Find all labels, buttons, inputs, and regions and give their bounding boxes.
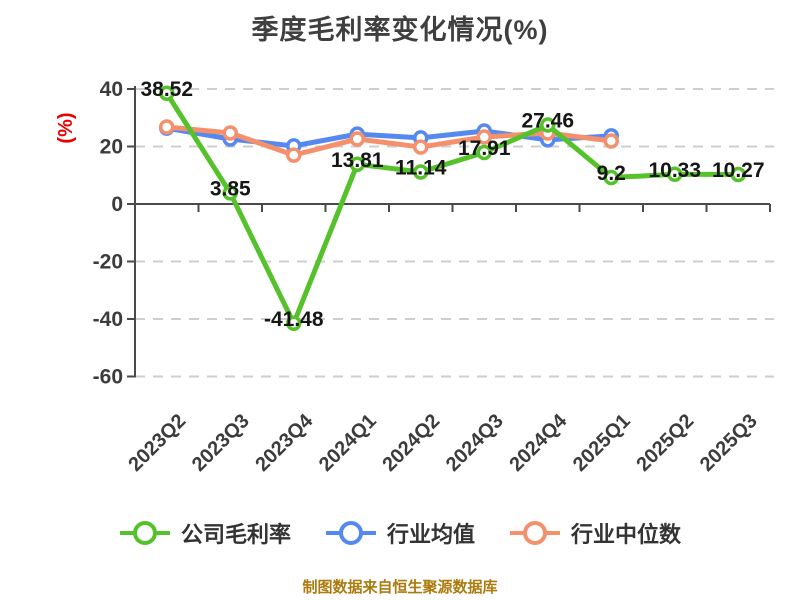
data-point-marker: [159, 85, 175, 102]
y-tick-label: 40: [100, 78, 123, 101]
data-point-marker: [349, 131, 365, 147]
legend-label-industry-avg: 行业均值: [386, 522, 475, 547]
data-point-marker: [413, 164, 429, 180]
legend-item-industry-avg[interactable]: 行业均值: [325, 516, 475, 550]
chart-title: 季度毛利率变化情况(%): [251, 15, 549, 45]
data-point-marker: [413, 139, 429, 155]
data-point-marker: [667, 166, 683, 183]
data-label: 11.14: [395, 157, 447, 180]
series-line-2: [166, 124, 612, 158]
data-point-marker: [603, 133, 619, 149]
x-tick-label: 2024Q1: [315, 410, 381, 476]
data-label: 10.27: [712, 159, 765, 182]
data-label: 38.52: [140, 78, 193, 101]
x-tick-label: 2025Q1: [569, 410, 635, 476]
y-tick-label: -40: [93, 308, 123, 331]
data-point-marker: [603, 169, 619, 186]
data-label: 9.2: [597, 162, 626, 185]
data-point-marker: [476, 129, 492, 145]
data-point-marker: [349, 156, 365, 173]
x-tick-label: 2023Q2: [124, 410, 190, 476]
x-tick-label: 2023Q3: [188, 410, 254, 476]
data-label: 3.85: [210, 177, 251, 200]
data-label: 27.46: [521, 110, 574, 133]
legend-label-industry-median: 行业中位数: [571, 522, 682, 547]
data-label: 13.81: [331, 149, 384, 172]
data-point-marker: [286, 315, 302, 332]
x-tick-label: 2025Q3: [696, 410, 762, 476]
data-point-marker: [540, 117, 556, 133]
data-label: 10.33: [648, 159, 701, 182]
data-point-marker: [286, 147, 302, 163]
x-tick-label: 2025Q2: [632, 410, 698, 476]
legend: 公司毛利率 行业均值 行业中位数: [0, 516, 800, 550]
x-tick-label: 2024Q4: [505, 409, 572, 476]
data-source-note: 制图数据来自恒生聚源数据库: [302, 579, 498, 596]
y-tick-label: 20: [100, 136, 123, 159]
y-tick-label: -20: [93, 251, 123, 274]
data-point-marker: [730, 166, 746, 183]
legend-marker-company-icon: [119, 521, 170, 545]
y-axis-unit-label: (%): [55, 112, 77, 143]
y-tick-label: -60: [93, 366, 123, 389]
chart-canvas: (%) 40200-20-40-602023Q22023Q32023Q42024…: [55, 78, 774, 476]
legend-marker-industry-avg-icon: [325, 521, 376, 545]
series-line-0: [164, 91, 739, 326]
x-tick-label: 2024Q3: [442, 410, 508, 476]
data-point-marker: [222, 125, 238, 141]
legend-marker-industry-median-icon: [510, 521, 560, 545]
data-point-marker: [476, 144, 492, 161]
x-tick-label: 2023Q4: [251, 409, 318, 476]
x-tick-label: 2024Q2: [378, 410, 444, 476]
data-point-marker: [222, 185, 238, 201]
data-point-marker: [159, 119, 175, 135]
legend-item-company[interactable]: 公司毛利率: [119, 516, 291, 550]
data-label: -41.48: [264, 308, 324, 331]
data-label: 17.91: [458, 137, 511, 160]
legend-item-industry-median[interactable]: 行业中位数: [509, 516, 681, 550]
legend-label-company: 公司毛利率: [180, 522, 291, 547]
y-tick-label: 0: [111, 193, 123, 216]
plot-layer: 40200-20-40-602023Q22023Q32023Q42024Q120…: [93, 78, 774, 476]
series-line-1: [166, 125, 612, 149]
